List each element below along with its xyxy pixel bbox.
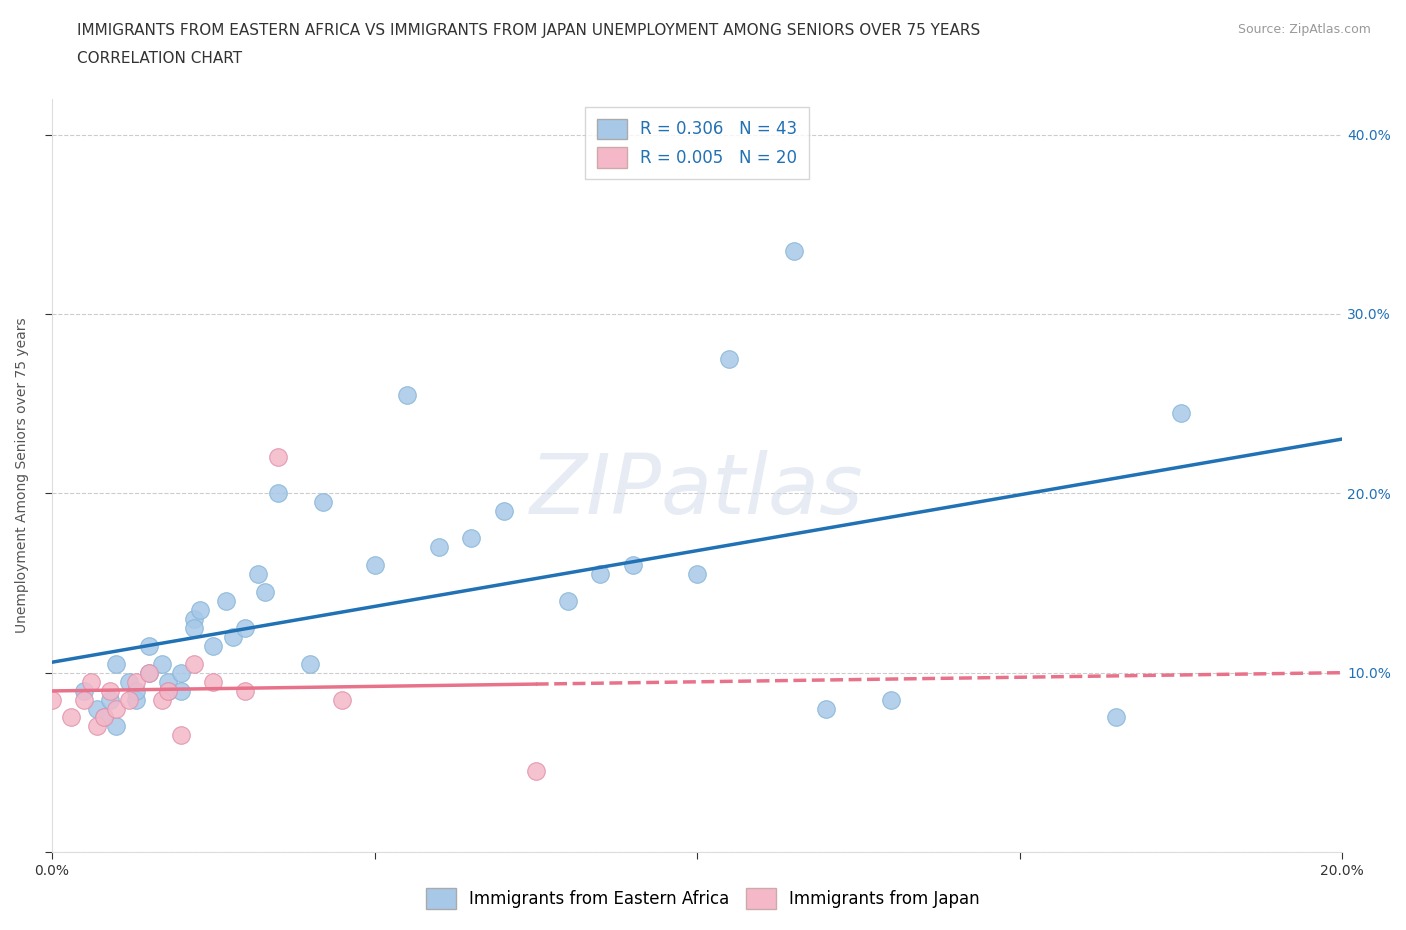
Point	[125, 684, 148, 698]
Point	[395, 387, 418, 402]
Point	[60, 710, 83, 724]
Point	[86, 719, 108, 734]
Point	[125, 692, 148, 707]
Point	[118, 692, 141, 707]
Point	[783, 244, 806, 259]
Point	[202, 638, 225, 653]
Point	[267, 485, 290, 500]
Point	[170, 684, 193, 698]
Point	[41, 692, 63, 707]
Legend: Immigrants from Eastern Africa, Immigrants from Japan: Immigrants from Eastern Africa, Immigran…	[418, 880, 988, 917]
Point	[557, 593, 579, 608]
Point	[267, 450, 290, 465]
Text: CORRELATION CHART: CORRELATION CHART	[77, 51, 242, 66]
Point	[170, 728, 193, 743]
Text: IMMIGRANTS FROM EASTERN AFRICA VS IMMIGRANTS FROM JAPAN UNEMPLOYMENT AMONG SENIO: IMMIGRANTS FROM EASTERN AFRICA VS IMMIGR…	[77, 23, 980, 38]
Point	[247, 566, 270, 581]
Point	[235, 684, 257, 698]
Y-axis label: Unemployment Among Seniors over 75 years: Unemployment Among Seniors over 75 years	[15, 317, 30, 633]
Point	[105, 719, 128, 734]
Point	[150, 692, 173, 707]
Point	[86, 701, 108, 716]
Point	[125, 674, 148, 689]
Point	[183, 611, 205, 626]
Point	[330, 692, 353, 707]
Point	[188, 603, 211, 618]
Point	[93, 710, 115, 724]
Point	[202, 674, 225, 689]
Point	[815, 701, 838, 716]
Point	[621, 558, 644, 573]
Point	[363, 558, 385, 573]
Point	[138, 638, 160, 653]
Point	[879, 692, 901, 707]
Point	[589, 566, 612, 581]
Point	[686, 566, 709, 581]
Point	[427, 539, 450, 554]
Point	[718, 352, 741, 366]
Point	[460, 531, 482, 546]
Point	[79, 674, 101, 689]
Text: Source: ZipAtlas.com: Source: ZipAtlas.com	[1237, 23, 1371, 36]
Point	[138, 665, 160, 680]
Point	[118, 674, 141, 689]
Point	[105, 701, 128, 716]
Point	[150, 657, 173, 671]
Point	[312, 495, 335, 510]
Point	[524, 764, 547, 778]
Point	[1170, 405, 1192, 420]
Point	[298, 657, 321, 671]
Point	[73, 684, 96, 698]
Point	[221, 630, 243, 644]
Point	[215, 593, 238, 608]
Point	[157, 684, 180, 698]
Point	[235, 620, 257, 635]
Point	[138, 665, 160, 680]
Point	[157, 684, 180, 698]
Point	[183, 620, 205, 635]
Point	[183, 657, 205, 671]
Text: ZIPatlas: ZIPatlas	[530, 450, 863, 531]
Legend: R = 0.306   N = 43, R = 0.005   N = 20: R = 0.306 N = 43, R = 0.005 N = 20	[585, 107, 808, 179]
Point	[93, 710, 115, 724]
Point	[157, 674, 180, 689]
Point	[73, 692, 96, 707]
Point	[98, 684, 121, 698]
Point	[492, 504, 515, 519]
Point	[105, 657, 128, 671]
Point	[98, 692, 121, 707]
Point	[253, 584, 276, 599]
Point	[170, 665, 193, 680]
Point	[1105, 710, 1128, 724]
